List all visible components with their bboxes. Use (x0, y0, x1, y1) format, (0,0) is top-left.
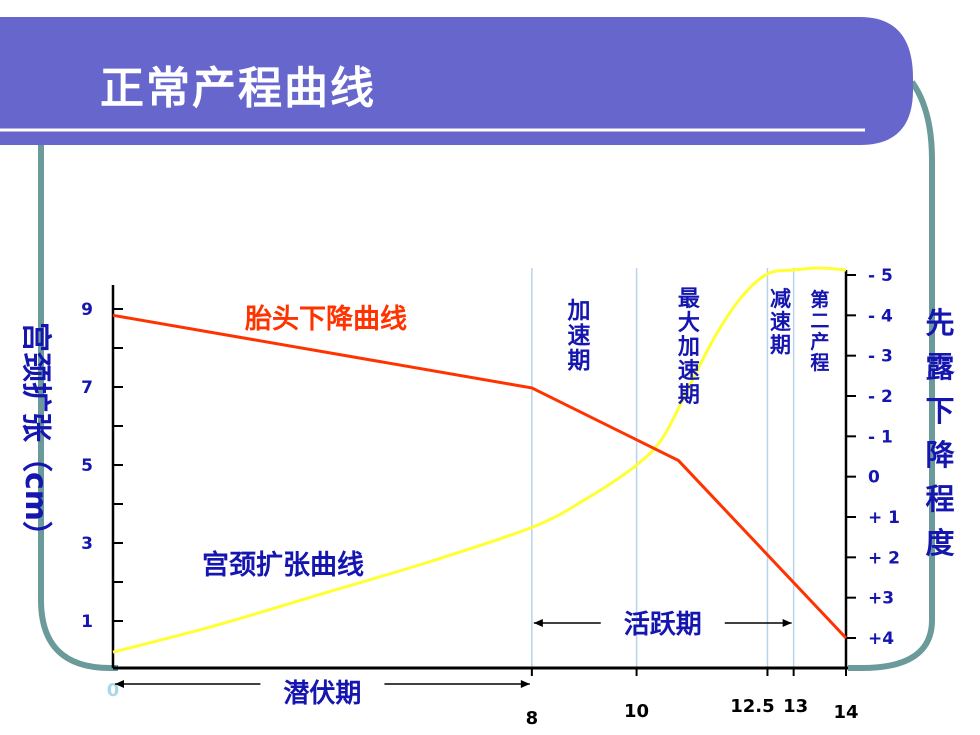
right-axis-title: 先露下降程度 (925, 306, 955, 560)
right-tick-label: 0 (868, 468, 880, 488)
x-tick-label: 8 (526, 708, 539, 729)
x-tick-label: 14 (833, 702, 858, 723)
arrowhead (115, 680, 124, 688)
left-tick-label: 5 (81, 456, 93, 476)
axis-titles: 宫颈扩张（cm） 先露下降程度 (18, 306, 955, 560)
right-axis-ticks: - 5 - 4 - 3 - 2 - 1 0 + 1 + 2 +3 +4 (846, 266, 900, 649)
span-label: 潜伏期 (283, 679, 361, 709)
arrowhead (520, 680, 530, 688)
x-axis-ticks: 0 8 10 12.5 13 14 (107, 668, 859, 729)
right-tick-label: + 2 (868, 548, 900, 568)
slide-title: 正常产程曲线 (100, 63, 376, 114)
header-band (0, 17, 913, 145)
phase-label: 减速期 (770, 287, 791, 357)
left-tick-label: 3 (81, 534, 93, 554)
span-label: 活跃期 (624, 610, 702, 640)
right-tick-label: - 1 (868, 427, 893, 447)
arrowhead (533, 619, 543, 627)
right-tick-label: - 2 (868, 387, 893, 407)
phase-lines (531, 268, 795, 668)
dilation-curve (112, 266, 847, 654)
series-lines (112, 266, 848, 654)
left-tick-label: 1 (81, 612, 93, 632)
frame-left (38, 140, 118, 671)
arrowhead (782, 619, 792, 627)
x-tick-label: 0 (107, 680, 120, 701)
right-tick-label: +4 (868, 629, 894, 649)
right-tick-label: - 3 (868, 347, 893, 367)
left-axis-ticks: 1 3 5 7 9 (81, 300, 123, 632)
frame-right (848, 80, 935, 671)
left-tick-label: 9 (81, 300, 93, 320)
chart-axes (111, 270, 848, 670)
x-tick-label: 10 (624, 701, 649, 722)
left-axis-title: 宫颈扩张（cm） (18, 322, 53, 551)
descent-curve-label: 胎头下降曲线 (245, 304, 407, 335)
right-tick-label: - 4 (868, 306, 893, 326)
left-tick-label: 7 (81, 378, 93, 398)
dilation-curve-label: 宫颈扩张曲线 (202, 549, 364, 581)
descent-curve (112, 313, 848, 640)
phase-spans: 潜伏期 活跃期 (115, 610, 792, 709)
x-tick-label: 13 (783, 696, 808, 717)
right-tick-label: - 5 (868, 266, 893, 286)
right-tick-label: +3 (868, 589, 894, 609)
phase-label: 最大加速期 (677, 287, 701, 408)
x-tick-label: 12.5 (730, 696, 774, 717)
phase-label: 第二产程 (810, 288, 829, 374)
right-tick-label: + 1 (868, 508, 900, 528)
phase-label: 加速期 (566, 298, 590, 374)
